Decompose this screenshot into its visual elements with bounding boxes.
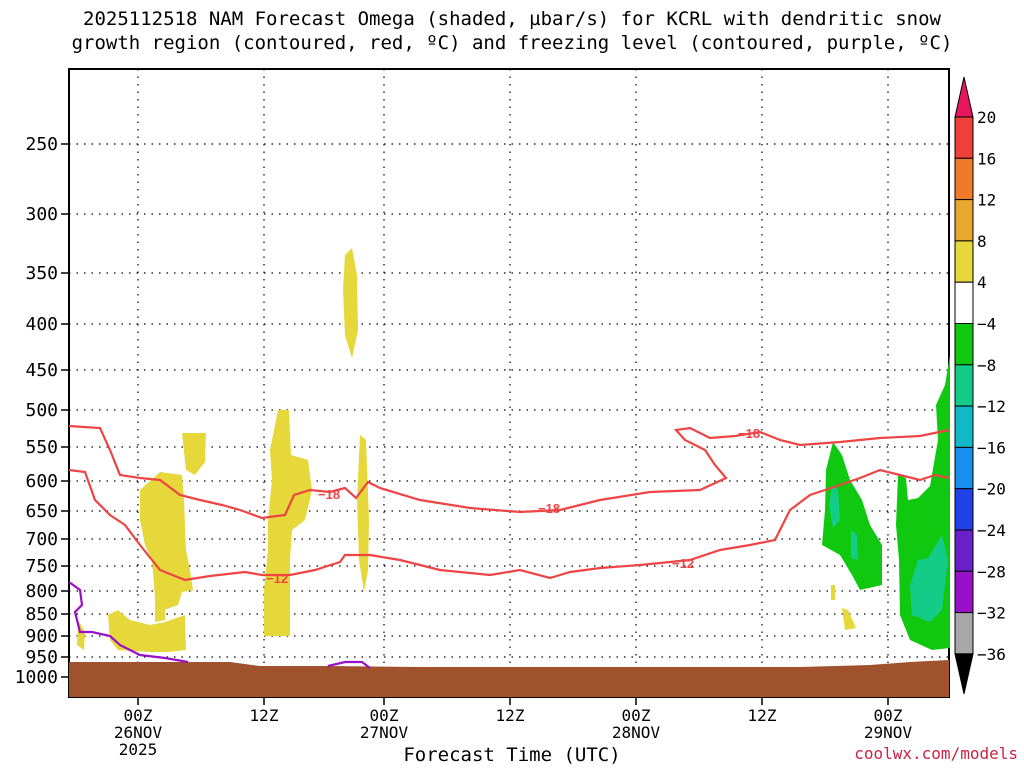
chart-title-line-2: growth region (contoured, red, ºC) and f… <box>71 32 953 54</box>
y-tick-label: 450 <box>25 360 58 381</box>
omega-region-yellow-7 <box>264 410 312 636</box>
plot-frame <box>68 68 950 698</box>
y-tick-label: 600 <box>25 471 58 492</box>
y-tick-label: 1000 <box>15 667 58 688</box>
x-tick-label: 12Z <box>748 706 777 725</box>
colorbar-segment <box>954 157 974 201</box>
contour-label-minus-12-b: −12 <box>672 556 694 571</box>
x-tick-label: 12Z <box>250 706 279 725</box>
y-tick-label: 650 <box>25 501 58 522</box>
colorbar-segment <box>954 570 974 614</box>
contour-minus-18-lower <box>68 468 950 582</box>
colorbar-segment <box>954 446 974 490</box>
x-tick-label: 00Z <box>370 706 399 725</box>
terrain-below-ground <box>69 660 949 697</box>
colorbar-segment <box>954 199 974 242</box>
colorbar-label: −12 <box>977 397 1006 416</box>
omega-region-yellow-9 <box>831 585 835 600</box>
y-tick-label: 550 <box>25 437 58 458</box>
colorbar-label: −8 <box>977 356 996 375</box>
x-tick-date: 27NOV <box>360 723 409 742</box>
y-tick-label: 500 <box>25 400 58 421</box>
omega-region-green-1 <box>822 442 882 590</box>
freezing-level-line-1 <box>68 581 189 664</box>
colorbar-label: −20 <box>977 480 1006 499</box>
colorbar-label: −32 <box>977 604 1006 623</box>
x-axis-label: Forecast Time (UTC) <box>403 744 621 766</box>
x-tick-date: 29NOV <box>864 723 913 742</box>
colorbar-label: −16 <box>977 438 1006 457</box>
colorbar-segment <box>954 488 974 531</box>
credit-text: coolwx.com/models <box>854 744 1018 763</box>
colorbar-label: 20 <box>977 108 996 127</box>
omega-region-yellow-1 <box>343 248 358 358</box>
colorbar-segment <box>954 240 974 283</box>
y-tick-label: 900 <box>25 626 58 647</box>
colorbar-label: −36 <box>977 645 1006 664</box>
y-tick-label: 750 <box>25 556 58 577</box>
x-tick-label: 00Z <box>874 706 903 725</box>
x-tick-year: 2025 <box>119 740 158 759</box>
colorbar-label: −24 <box>977 521 1006 540</box>
y-axis: 2503003504004505005506006507007508008509… <box>15 134 69 688</box>
colorbar-label: 4 <box>977 273 987 292</box>
y-tick-label: 850 <box>25 604 58 625</box>
omega-region-green-1-core <box>829 485 840 528</box>
y-tick-label: 400 <box>25 314 58 335</box>
colorbar-segment <box>954 116 974 159</box>
colorbar-label: 8 <box>977 232 987 251</box>
colorbar-label: −4 <box>977 315 996 334</box>
freezing-level-contours <box>68 581 371 669</box>
contour-minus-18 <box>68 424 950 520</box>
colorbar-bottom-arrow <box>954 653 974 695</box>
chart-title-line-1: 2025112518 NAM Forecast Omega (shaded, µ… <box>83 8 941 30</box>
x-tick-date: 28NOV <box>612 723 661 742</box>
contour-label-minus-18-c: −18 <box>738 426 760 441</box>
omega-region-yellow-2 <box>182 433 206 475</box>
y-tick-label: 350 <box>25 263 58 284</box>
colorbar-segment <box>954 405 974 448</box>
omega-shading <box>77 248 950 652</box>
x-tick-label: 12Z <box>496 706 525 725</box>
colorbar-segment <box>954 612 974 655</box>
freezing-level-line-2 <box>327 660 371 669</box>
colorbar-segment <box>954 529 974 572</box>
x-tick-label: 00Z <box>622 706 651 725</box>
omega-region-yellow-8 <box>357 435 369 592</box>
omega-region-yellow-5 <box>155 598 165 622</box>
x-tick-date: 26NOV <box>114 723 163 742</box>
colorbar: 20 16 12 8 4 −4 −8 −12 −16 −20 −24 −28 −32 −36 <box>954 76 1006 695</box>
contour-label-minus-12-a: −12 <box>266 571 288 586</box>
contour-label-minus-18-b: −18 <box>538 501 560 516</box>
colorbar-segment <box>954 281 974 325</box>
colorbar-segment <box>954 364 974 407</box>
x-tick-label: 00Z <box>124 706 153 725</box>
colorbar-label: 12 <box>977 191 996 210</box>
contour-label-minus-18-a: −18 <box>318 487 340 502</box>
y-tick-label: 300 <box>25 204 58 225</box>
y-tick-label: 250 <box>25 134 58 155</box>
colorbar-top-arrow <box>954 76 974 118</box>
omega-region-green-1-core-2 <box>851 530 858 560</box>
colorbar-segment <box>954 323 974 366</box>
colorbar-label: 16 <box>977 149 996 168</box>
y-tick-label: 800 <box>25 581 58 602</box>
dendritic-contours <box>68 424 950 582</box>
omega-region-green-3 <box>842 608 856 630</box>
y-tick-label: 950 <box>25 647 58 668</box>
omega-region-green-2-core <box>910 535 948 622</box>
colorbar-label: −28 <box>977 562 1006 581</box>
omega-region-yellow-4 <box>108 610 186 652</box>
omega-region-yellow-3 <box>140 472 193 610</box>
y-tick-label: 700 <box>25 529 58 550</box>
